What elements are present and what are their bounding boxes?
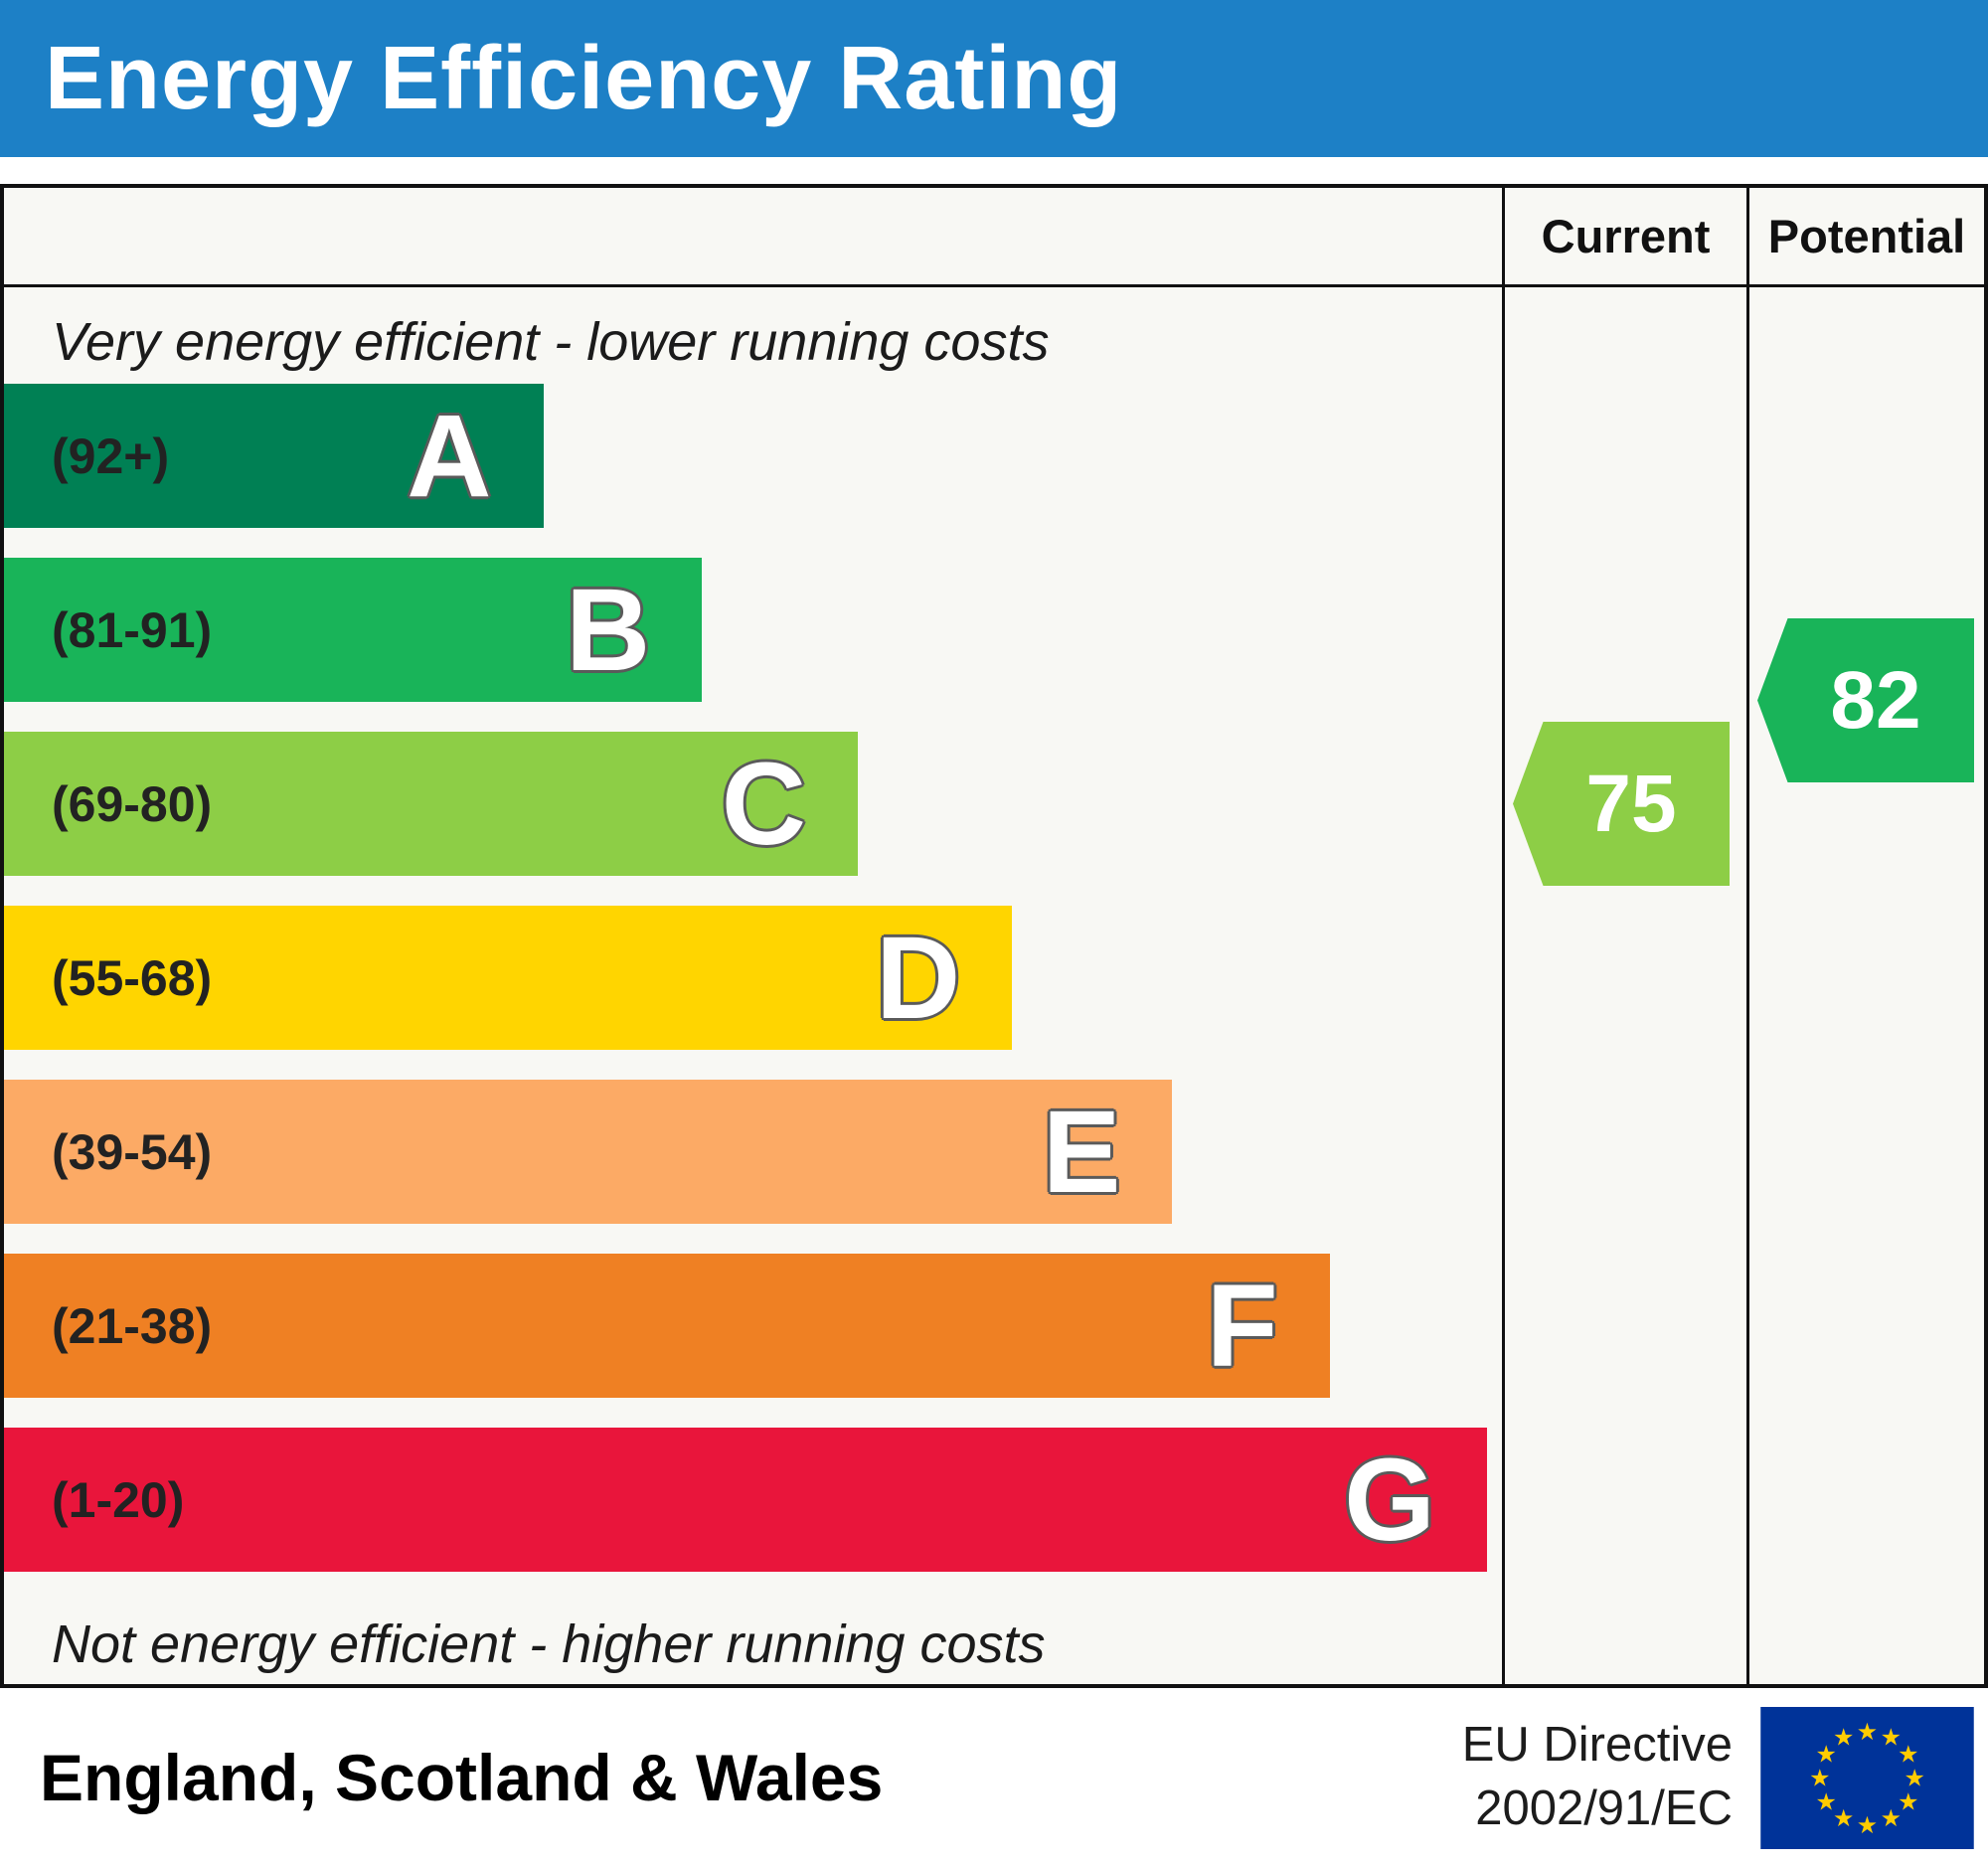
band-e-letter: E (1042, 1086, 1121, 1218)
potential-column: 82 (1746, 287, 1984, 1700)
bottom-caption: Not energy efficient - higher running co… (52, 1613, 1046, 1674)
svg-text:★: ★ (1857, 1717, 1878, 1745)
svg-text:★: ★ (1833, 1804, 1854, 1832)
svg-text:★: ★ (1809, 1764, 1830, 1791)
svg-text:★: ★ (1816, 1787, 1837, 1815)
potential-rating-value: 82 (1830, 654, 1921, 746)
svg-text:★: ★ (1816, 1740, 1837, 1768)
potential-column-header: Potential (1746, 188, 1984, 287)
band-f: (21-38) F (4, 1254, 1330, 1398)
band-f-letter: F (1206, 1260, 1278, 1392)
band-b: (81-91) B (4, 558, 703, 702)
band-g-letter: G (1344, 1434, 1435, 1566)
current-rating-value: 75 (1585, 758, 1677, 849)
svg-text:★: ★ (1904, 1764, 1924, 1791)
svg-text:★: ★ (1898, 1740, 1918, 1768)
current-column: 75 (1502, 287, 1746, 1700)
energy-rating-chart: Current Potential Very energy efficient … (0, 184, 1988, 1700)
eu-flag-icon: ★ ★ ★ ★ ★ ★ ★ ★ ★ ★ ★ ★ (1760, 1706, 1974, 1849)
title-bar: Energy Efficiency Rating (0, 0, 1988, 157)
current-column-header: Current (1502, 188, 1746, 287)
svg-text:★: ★ (1833, 1723, 1854, 1751)
band-d-letter: D (875, 912, 961, 1044)
band-a: (92+) A (4, 384, 544, 528)
band-d-range: (55-68) (52, 949, 213, 1006)
current-rating-arrow: 75 (1513, 722, 1730, 886)
band-d: (55-68) D (4, 906, 1013, 1050)
svg-text:★: ★ (1898, 1787, 1918, 1815)
top-caption: Very energy efficient - lower running co… (52, 311, 1050, 372)
svg-text:★: ★ (1857, 1811, 1878, 1839)
band-e: (39-54) E (4, 1080, 1173, 1224)
page-title: Energy Efficiency Rating (45, 28, 1123, 128)
svg-text:★: ★ (1881, 1804, 1902, 1832)
band-f-range: (21-38) (52, 1297, 213, 1354)
band-a-range: (92+) (52, 427, 170, 484)
band-g-range: (1-20) (52, 1471, 185, 1528)
band-c-range: (69-80) (52, 775, 213, 832)
header-spacer (4, 188, 1502, 287)
band-g: (1-20) G (4, 1428, 1487, 1572)
footer: England, Scotland & Wales EU Directive 2… (0, 1688, 1988, 1867)
region-label: England, Scotland & Wales (40, 1741, 884, 1814)
svg-text:★: ★ (1881, 1723, 1902, 1751)
eu-directive-line2: 2002/91/EC (1475, 1782, 1733, 1835)
potential-rating-arrow: 82 (1757, 618, 1974, 782)
band-a-letter: A (407, 390, 492, 522)
band-e-range: (39-54) (52, 1123, 213, 1180)
eu-directive-line1: EU Directive (1461, 1718, 1733, 1773)
band-c-letter: C (721, 738, 806, 870)
band-b-letter: B (566, 564, 651, 696)
band-b-range: (81-91) (52, 601, 213, 658)
band-c: (69-80) C (4, 732, 858, 876)
rating-bands-column: Very energy efficient - lower running co… (4, 287, 1502, 1700)
eu-directive-label: EU Directive 2002/91/EC (1462, 1714, 1733, 1840)
